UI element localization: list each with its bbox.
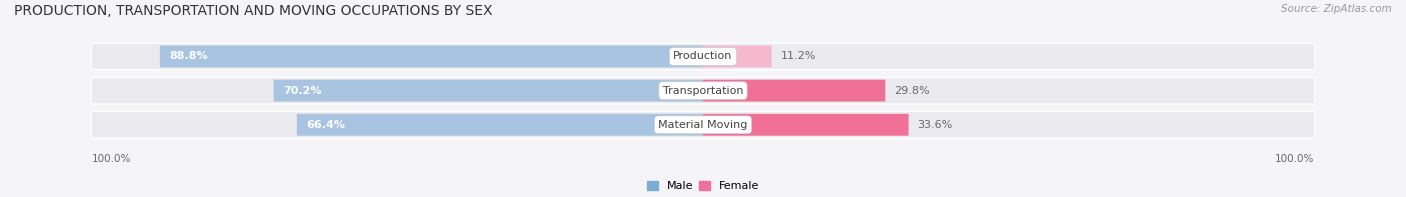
Text: 100.0%: 100.0% [1275, 154, 1315, 164]
Text: 66.4%: 66.4% [307, 120, 344, 130]
FancyBboxPatch shape [91, 112, 1315, 138]
Text: 70.2%: 70.2% [283, 86, 322, 96]
Text: PRODUCTION, TRANSPORTATION AND MOVING OCCUPATIONS BY SEX: PRODUCTION, TRANSPORTATION AND MOVING OC… [14, 4, 492, 18]
Text: 88.8%: 88.8% [169, 51, 208, 61]
Text: 29.8%: 29.8% [894, 86, 929, 96]
FancyBboxPatch shape [160, 46, 703, 67]
FancyBboxPatch shape [703, 114, 908, 136]
Text: 33.6%: 33.6% [918, 120, 953, 130]
Legend: Male, Female: Male, Female [647, 181, 759, 191]
FancyBboxPatch shape [91, 43, 1315, 70]
Text: 100.0%: 100.0% [91, 154, 131, 164]
Text: Production: Production [673, 51, 733, 61]
FancyBboxPatch shape [91, 77, 1315, 104]
FancyBboxPatch shape [703, 46, 772, 67]
Text: 11.2%: 11.2% [780, 51, 815, 61]
FancyBboxPatch shape [703, 80, 886, 101]
FancyBboxPatch shape [297, 114, 703, 136]
FancyBboxPatch shape [274, 80, 703, 101]
Text: Source: ZipAtlas.com: Source: ZipAtlas.com [1281, 4, 1392, 14]
Text: Transportation: Transportation [662, 86, 744, 96]
Text: Material Moving: Material Moving [658, 120, 748, 130]
